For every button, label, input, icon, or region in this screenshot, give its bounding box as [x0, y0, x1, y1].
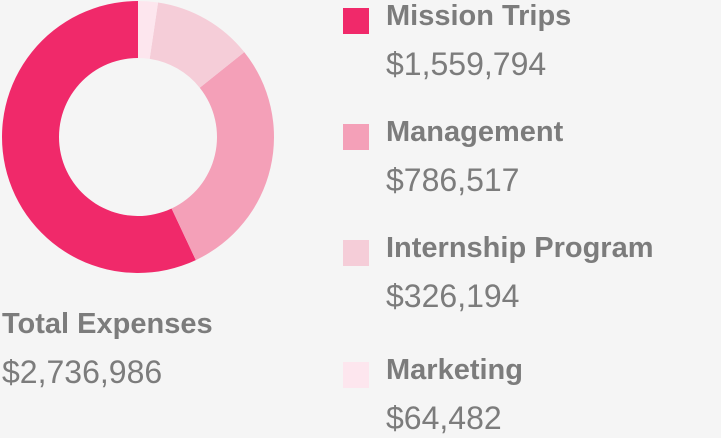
legend-value: $64,482 [386, 400, 502, 436]
legend-item-management: Management $786,517 [343, 116, 721, 220]
donut-slice-marketing [138, 0, 159, 59]
legend-value: $326,194 [386, 278, 520, 314]
legend-name: Marketing [386, 354, 523, 386]
legend-swatch [343, 124, 369, 150]
legend-item-mission-trips: Mission Trips $1,559,794 [343, 0, 721, 104]
legend-item-marketing: Marketing $64,482 [343, 354, 721, 438]
donut-slice-mission-trips [2, 1, 196, 273]
legend-name: Mission Trips [386, 0, 572, 32]
donut-slice-management [171, 52, 274, 261]
donut-slice-internship-program [149, 2, 245, 88]
legend-swatch [343, 362, 369, 388]
legend-value: $1,559,794 [386, 46, 547, 82]
total-value: $2,736,986 [2, 354, 163, 390]
legend-value: $786,517 [386, 162, 520, 198]
donut-slices [2, 0, 274, 273]
legend-item-internship-program: Internship Program $326,194 [343, 232, 721, 336]
legend-swatch [343, 8, 369, 34]
legend-name: Internship Program [386, 232, 654, 264]
legend-swatch [343, 240, 369, 266]
legend-name: Management [386, 116, 564, 148]
total-label: Total Expenses [2, 308, 213, 340]
donut-chart [2, 0, 274, 273]
